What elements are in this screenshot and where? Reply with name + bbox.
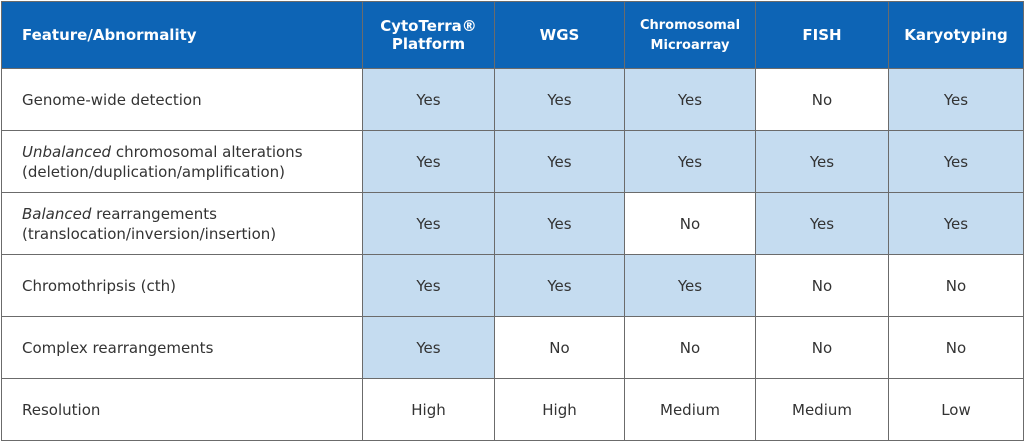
value-cell: Yes [494,130,625,193]
value-cell: Yes [362,130,495,193]
table-row: Balanced rearrangements (translocation/in… [1,192,1024,255]
value-cell: Yes [494,192,625,255]
feature-text: (translocation/inversion/insertion) [22,224,277,243]
column-header: Chromosomal Microarray [624,1,756,69]
value-cell: High [494,378,625,441]
feature-emphasis: Unbalanced [22,142,112,161]
table-row: Genome-wide detection Yes Yes Yes No Yes [1,68,1024,131]
value-cell: Yes [362,316,495,379]
value-cell: High [362,378,495,441]
value-cell: Yes [494,254,625,317]
header-text: FISH [802,26,842,44]
value-cell: Yes [888,68,1024,131]
feature-cell: Genome-wide detection [1,68,363,131]
value-cell: No [755,316,889,379]
feature-text: Resolution [22,400,101,419]
header-text: Chromosomal [639,18,741,33]
table-row: Unbalanced chromosomal alterations (delet… [1,130,1024,193]
feature-text: Genome-wide detection [22,90,202,109]
value-cell: No [624,192,756,255]
header-text: WGS [539,26,580,44]
feature-cell: Resolution [1,378,363,441]
header-text: Karyotyping [904,26,1008,44]
feature-cell: Balanced rearrangements (translocation/in… [1,192,363,255]
table-row: Resolution High High Medium Medium Low [1,378,1024,441]
header-row: Feature/Abnormality CytoTerra® Platform WGS… [1,1,1024,69]
feature-cell: Unbalanced chromosomal alterations (delet… [1,130,363,193]
column-header: FISH [755,1,889,69]
value-cell: No [888,316,1024,379]
value-cell: Low [888,378,1024,441]
column-header: Karyotyping [888,1,1024,69]
value-cell: Medium [755,378,889,441]
value-cell: Yes [494,68,625,131]
header-text: CytoTerra® [380,17,477,35]
feature-text: Complex rearrangements [22,338,214,357]
feature-emphasis: Balanced [22,204,92,223]
value-cell: Yes [624,68,756,131]
value-cell: No [494,316,625,379]
column-header: Feature/Abnormality [1,1,363,69]
value-cell: No [755,68,889,131]
value-cell: Yes [362,254,495,317]
value-cell: Yes [755,130,889,193]
value-cell: No [755,254,889,317]
feature-text: (deletion/duplication/amplification) [22,162,286,181]
feature-text: Chromothripsis (cth) [22,276,176,295]
value-cell: No [888,254,1024,317]
value-cell: Yes [888,130,1024,193]
value-cell: Medium [624,378,756,441]
feature-cell: Chromothripsis (cth) [1,254,363,317]
header-text: Feature/Abnormality [22,26,197,44]
feature-cell: Complex rearrangements [1,316,363,379]
value-cell: Yes [888,192,1024,255]
value-cell: Yes [624,254,756,317]
header-text: Microarray [650,38,730,53]
value-cell: Yes [362,192,495,255]
column-header: WGS [494,1,625,69]
value-cell: Yes [624,130,756,193]
table-row: Complex rearrangements Yes No No No No [1,316,1024,379]
column-header: CytoTerra® Platform [362,1,495,69]
value-cell: Yes [362,68,495,131]
feature-text: rearrangements [96,204,217,223]
feature-text: chromosomal alterations [115,142,303,161]
value-cell: Yes [755,192,889,255]
table-row: Chromothripsis (cth) Yes Yes Yes No No [1,254,1024,317]
header-text: Platform [391,35,466,53]
value-cell: No [624,316,756,379]
